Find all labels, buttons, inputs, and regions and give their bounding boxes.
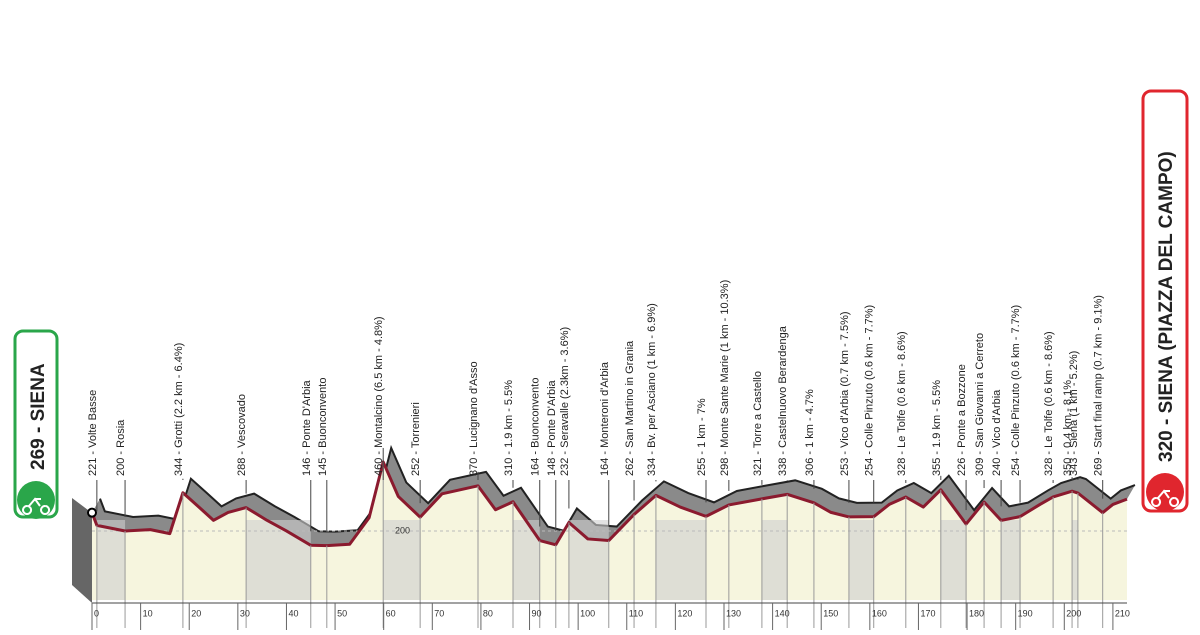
segment-shade: [761, 520, 788, 600]
segment-shade: [513, 520, 540, 600]
waypoint-label: 306 - 1 km - 4.7%: [804, 389, 816, 476]
waypoint-label: 232 - Seravalle (2.3km - 3.6%): [559, 327, 571, 476]
segment-shade: [1001, 520, 1021, 600]
profile-line: [90, 460, 1128, 548]
x-tick-label: 20: [191, 608, 201, 618]
waypoint-label: 254 - Colle Pinzuto (0.6 km - 7.7%): [1010, 305, 1022, 476]
segment-shade: [655, 520, 706, 600]
x-tick-label: 40: [288, 608, 298, 618]
waypoint-label: 338 - Castelnuovo Berardenga: [777, 325, 789, 476]
finish-label: 320 - SIENA (PIAZZA DEL CAMPO): [1156, 151, 1177, 462]
waypoint-label: 255 - 1 km - 7%: [696, 398, 708, 476]
waypoint-label: 226 - Ponte a Bozzone: [956, 364, 968, 476]
waypoint-label: 350 - 0.4 km - 8.1%: [1062, 380, 1074, 476]
segment-shade: [940, 520, 967, 600]
x-tick-label: 130: [726, 608, 741, 618]
profile-depth: [92, 447, 1135, 546]
x-tick-label: 180: [969, 608, 984, 618]
waypoint-label: 334 - Bv. per Asciano (1 km - 6.9%): [646, 303, 658, 476]
waypoint-label: 370 - Lucignano d'Asso: [468, 361, 480, 476]
waypoint-label: 145 - Buonconvento: [317, 378, 329, 476]
waypoint-label: 200 - Rosia: [115, 419, 127, 476]
waypoint-label: 310 - 1.9 km - 5.5%: [503, 380, 515, 476]
x-tick-label: 190: [1018, 608, 1033, 618]
segment-shade: [383, 520, 421, 600]
waypoint-label: 460 - Montalcino (6.5 km - 4.8%): [373, 316, 385, 476]
waypoint-label: 298 - Monte Sante Marie (1 km - 10.3%): [719, 280, 731, 476]
waypoint-label: 221 - Volte Basse: [87, 390, 99, 476]
profile-wall: [72, 498, 92, 603]
x-tick-label: 200: [1066, 608, 1081, 618]
y-tick-label: 200: [395, 525, 410, 535]
x-tick-label: 90: [532, 608, 542, 618]
waypoint-label: 343 - Siena (1 km - 5.2%): [1068, 351, 1080, 476]
x-tick-label: 50: [337, 608, 347, 618]
x-tick-label: 100: [580, 608, 595, 618]
x-tick-label: 120: [677, 608, 692, 618]
x-tick-label: 60: [386, 608, 396, 618]
waypoint-label: 252 - Torrenieri: [410, 402, 422, 476]
x-tick-label: 80: [483, 608, 493, 618]
x-tick-label: 10: [143, 608, 153, 618]
waypoint-label: 355 - 1.9 km - 5.5%: [931, 380, 943, 476]
waypoint-label: 288 - Vescovado: [236, 394, 248, 476]
start-label: 269 - SIENA: [28, 363, 49, 470]
waypoint-label: 328 - Le Tolfe (0.6 km - 8.6%): [1043, 331, 1055, 476]
waypoint-label: 309 - San Giovanni a Cerreto: [974, 333, 986, 476]
waypoint-label: 164 - Monteroni d'Arbia: [599, 361, 611, 476]
waypoint-label: 321 - Torre a Castello: [752, 371, 764, 476]
x-tick-label: 160: [872, 608, 887, 618]
x-tick-label: 150: [823, 608, 838, 618]
waypoint-label: 344 - Grotti (2.2 km - 6.4%): [173, 343, 185, 476]
start-point: [87, 507, 97, 518]
waypoint-label: 328 - Le Tolfe (0.6 km - 8.6%): [896, 331, 908, 476]
segment-shade: [246, 520, 311, 600]
segment-shade: [568, 520, 609, 600]
x-tick-label: 170: [920, 608, 935, 618]
x-tick-label: 210: [1115, 608, 1130, 618]
waypoint-label: 146 - Ponte D'Arbia: [301, 379, 313, 476]
cyclist-icon: [22, 497, 51, 515]
waypoint-label: 262 - San Martino in Grania: [624, 340, 636, 476]
waypoint-label: 253 - Vico d'Arbia (0.7 km - 7.5%): [839, 311, 851, 476]
waypoint-label: 240 - Vico d'Arbia: [991, 389, 1003, 476]
waypoint-label: 269 - Start final ramp (0.7 km - 9.1%): [1093, 295, 1105, 476]
waypoint-label: 164 - Buonconvento: [530, 378, 542, 476]
segment-shade: [96, 520, 126, 600]
segment-shade: [848, 520, 874, 600]
x-tick-label: 70: [434, 608, 444, 618]
x-tick-label: 140: [775, 608, 790, 618]
segment-shade: [1072, 520, 1078, 600]
waypoint-label: 254 - Colle Pinzuto (0.6 km - 7.7%): [864, 305, 876, 476]
waypoint-label: 148 - Ponte D'Arbia: [546, 379, 558, 476]
x-tick-label: 0: [94, 608, 99, 618]
cyclist-icon: [1151, 489, 1180, 507]
x-tick-label: 110: [629, 608, 643, 618]
x-tick-label: 30: [240, 608, 250, 618]
